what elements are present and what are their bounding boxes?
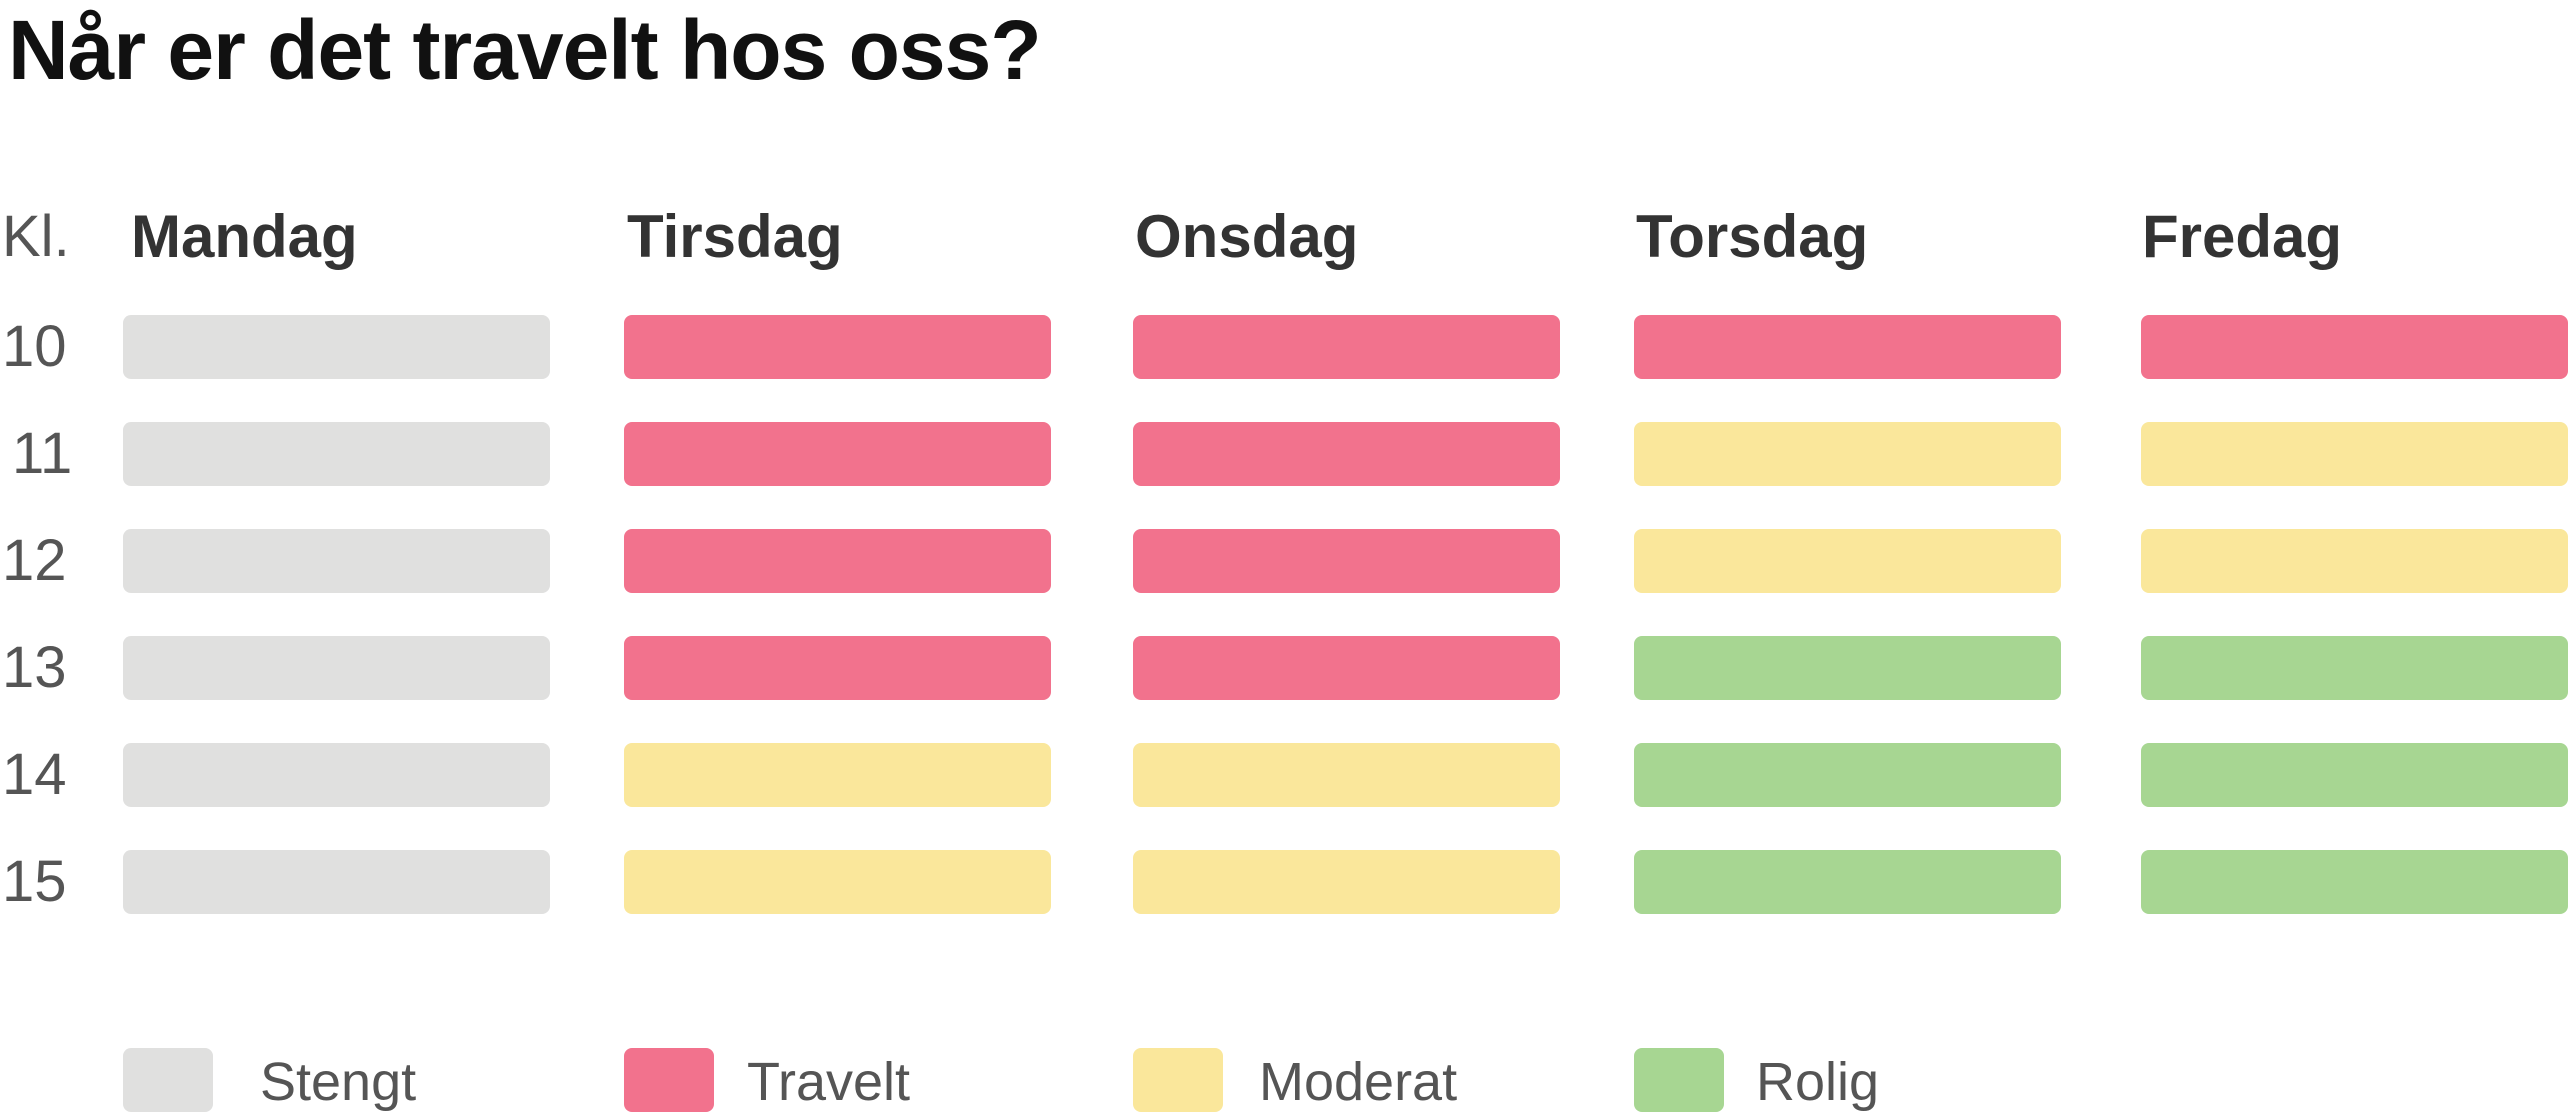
cell-onsdag-13: [1133, 636, 1560, 700]
cell-tirsdag-15: [624, 850, 1051, 914]
cell-fredag-15: [2141, 850, 2568, 914]
legend-label-travelt: Travelt: [747, 1052, 911, 1112]
cell-tirsdag-11: [624, 422, 1051, 486]
cell-tirsdag-14: [624, 743, 1051, 807]
cell-mandag-14: [123, 743, 550, 807]
cell-mandag-12: [123, 529, 550, 593]
legend-swatch-rolig: [1634, 1048, 1724, 1112]
row-label-12: 12: [2, 528, 67, 593]
cell-fredag-13: [2141, 636, 2568, 700]
row-label-10: 10: [2, 314, 67, 379]
cell-tirsdag-13: [624, 636, 1051, 700]
cell-mandag-10: [123, 315, 550, 379]
legend-swatch-travelt: [624, 1048, 714, 1112]
row-header-label: Kl.: [2, 204, 70, 269]
row-label-14: 14: [2, 742, 67, 807]
cell-mandag-15: [123, 850, 550, 914]
cell-onsdag-12: [1133, 529, 1560, 593]
column-header-fredag: Fredag: [2142, 203, 2343, 270]
legend-swatch-moderat: [1133, 1048, 1223, 1112]
column-header-tirsdag: Tirsdag: [627, 203, 843, 270]
cell-torsdag-10: [1634, 315, 2061, 379]
column-header-onsdag: Onsdag: [1135, 203, 1359, 270]
cell-fredag-10: [2141, 315, 2568, 379]
cell-onsdag-11: [1133, 422, 1560, 486]
legend-label-rolig: Rolig: [1756, 1052, 1880, 1112]
cell-onsdag-15: [1133, 850, 1560, 914]
row-label-11: 11: [12, 421, 73, 486]
cell-mandag-13: [123, 636, 550, 700]
column-header-torsdag: Torsdag: [1636, 203, 1869, 270]
row-label-15: 15: [2, 849, 67, 914]
chart-title: Når er det travelt hos oss?: [8, 3, 1042, 97]
legend-label-stengt: Stengt: [260, 1052, 417, 1112]
cell-fredag-11: [2141, 422, 2568, 486]
cell-tirsdag-10: [624, 315, 1051, 379]
cell-onsdag-14: [1133, 743, 1560, 807]
cell-torsdag-12: [1634, 529, 2061, 593]
cell-torsdag-14: [1634, 743, 2061, 807]
cell-torsdag-13: [1634, 636, 2061, 700]
cell-torsdag-11: [1634, 422, 2061, 486]
column-header-mandag: Mandag: [131, 203, 358, 270]
legend-label-moderat: Moderat: [1259, 1052, 1458, 1112]
cell-onsdag-10: [1133, 315, 1560, 379]
cell-fredag-12: [2141, 529, 2568, 593]
row-label-13: 13: [2, 635, 67, 700]
cell-tirsdag-12: [624, 529, 1051, 593]
cell-torsdag-15: [1634, 850, 2061, 914]
cell-mandag-11: [123, 422, 550, 486]
legend-swatch-stengt: [123, 1048, 213, 1112]
cell-fredag-14: [2141, 743, 2568, 807]
